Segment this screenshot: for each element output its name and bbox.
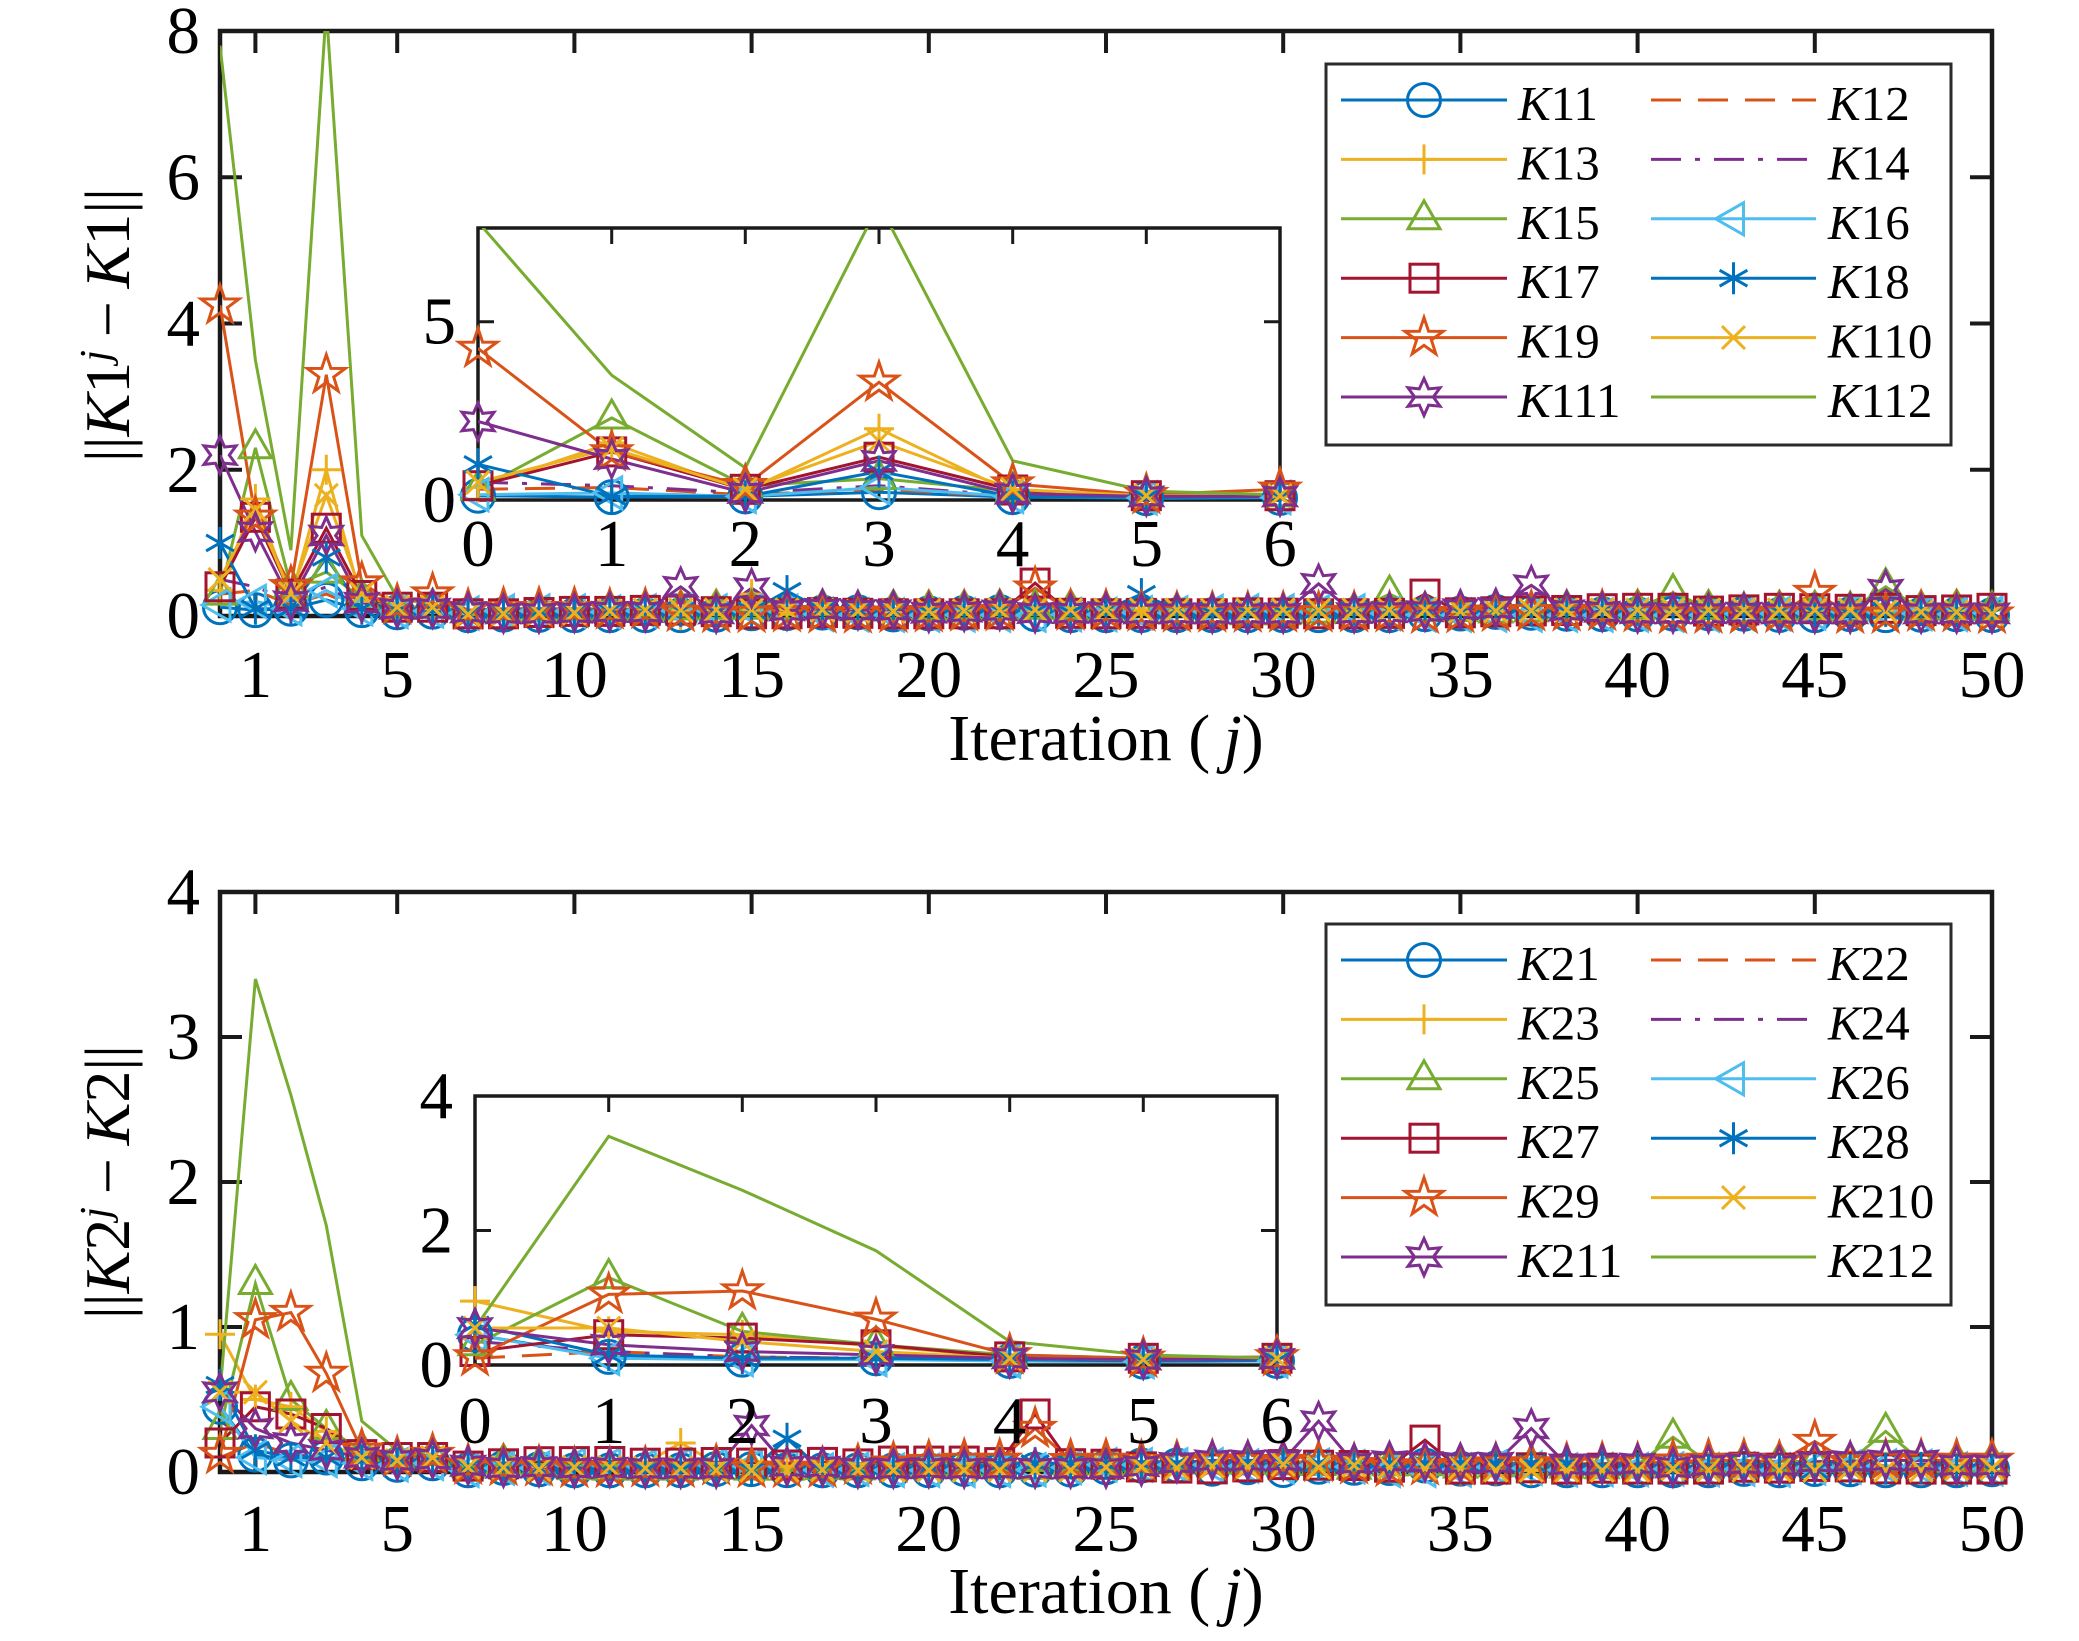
svg-text:K112: K112 (1827, 373, 1932, 428)
svg-text:35: 35 (1427, 638, 1494, 712)
svg-text:||K2j − K2||: ||K2j − K2|| (72, 1045, 143, 1319)
svg-text:10: 10 (541, 1492, 608, 1566)
svg-text:0: 0 (461, 507, 495, 581)
svg-text:3: 3 (862, 507, 896, 581)
svg-text:1: 1 (592, 1384, 626, 1458)
svg-text:K26: K26 (1827, 1055, 1910, 1110)
svg-text:15: 15 (718, 638, 785, 712)
svg-text:K21: K21 (1517, 936, 1600, 991)
svg-text:25: 25 (1073, 1492, 1140, 1566)
svg-text:4: 4 (167, 855, 201, 929)
svg-text:20: 20 (895, 638, 962, 712)
svg-text:K18: K18 (1827, 254, 1910, 309)
svg-text:2: 2 (726, 1384, 760, 1458)
svg-text:K25: K25 (1517, 1055, 1600, 1110)
svg-text:50: 50 (1959, 1492, 2026, 1566)
svg-text:K12: K12 (1827, 76, 1910, 131)
svg-text:30: 30 (1250, 1492, 1317, 1566)
svg-text:40: 40 (1604, 638, 1671, 712)
svg-text:5: 5 (1127, 1384, 1161, 1458)
svg-text:K29: K29 (1517, 1174, 1600, 1229)
svg-text:6: 6 (1263, 507, 1297, 581)
svg-text:1: 1 (167, 1290, 201, 1364)
svg-text:0: 0 (423, 463, 457, 537)
svg-text:4: 4 (167, 287, 201, 361)
svg-text:4: 4 (420, 1059, 454, 1133)
svg-text:K11: K11 (1517, 76, 1598, 131)
svg-text:K28: K28 (1827, 1114, 1910, 1169)
svg-text:K211: K211 (1517, 1233, 1622, 1288)
svg-text:K14: K14 (1827, 135, 1910, 190)
svg-text:3: 3 (167, 1000, 201, 1074)
svg-text:5: 5 (380, 1492, 414, 1566)
svg-text:K16: K16 (1827, 195, 1910, 250)
svg-text:0: 0 (458, 1384, 492, 1458)
svg-text:K19: K19 (1517, 314, 1600, 369)
svg-text:45: 45 (1781, 1492, 1848, 1566)
svg-text:4: 4 (993, 1384, 1027, 1458)
svg-text:0: 0 (420, 1328, 454, 1402)
svg-text:K210: K210 (1827, 1174, 1934, 1229)
svg-text:K22: K22 (1827, 936, 1910, 991)
svg-text:25: 25 (1073, 638, 1140, 712)
svg-text:0: 0 (167, 579, 201, 653)
svg-text:3: 3 (859, 1384, 893, 1458)
svg-text:5: 5 (1130, 507, 1164, 581)
svg-text:K15: K15 (1517, 195, 1600, 250)
svg-text:20: 20 (895, 1492, 962, 1566)
svg-text:6: 6 (1260, 1384, 1294, 1458)
svg-text:45: 45 (1781, 638, 1848, 712)
svg-text:8: 8 (167, 0, 201, 68)
svg-text:4: 4 (996, 507, 1030, 581)
svg-text:Iteration ( j): Iteration ( j) (948, 702, 1264, 775)
svg-text:5: 5 (380, 638, 414, 712)
svg-text:15: 15 (718, 1492, 785, 1566)
svg-text:2: 2 (729, 507, 763, 581)
svg-text:K13: K13 (1517, 135, 1600, 190)
svg-text:40: 40 (1604, 1492, 1671, 1566)
svg-text:50: 50 (1959, 638, 2026, 712)
svg-text:35: 35 (1427, 1492, 1494, 1566)
svg-text:K17: K17 (1517, 254, 1600, 309)
svg-text:2: 2 (420, 1194, 454, 1268)
svg-text:6: 6 (167, 140, 201, 214)
svg-text:Iteration ( j): Iteration ( j) (948, 1555, 1264, 1628)
svg-text:K27: K27 (1517, 1114, 1600, 1169)
svg-text:K24: K24 (1827, 995, 1910, 1050)
svg-text:K111: K111 (1517, 373, 1621, 428)
svg-text:2: 2 (167, 1145, 201, 1219)
svg-text:10: 10 (541, 638, 608, 712)
svg-text:K212: K212 (1827, 1233, 1934, 1288)
svg-text:1: 1 (239, 1492, 273, 1566)
svg-text:2: 2 (167, 433, 201, 507)
svg-text:1: 1 (595, 507, 629, 581)
svg-text:30: 30 (1250, 638, 1317, 712)
svg-text:0: 0 (167, 1435, 201, 1509)
svg-text:5: 5 (423, 285, 457, 359)
svg-text:||K1j − K1||: ||K1j − K1|| (72, 188, 143, 462)
svg-text:K23: K23 (1517, 995, 1600, 1050)
svg-text:K110: K110 (1827, 314, 1932, 369)
svg-text:1: 1 (239, 638, 273, 712)
